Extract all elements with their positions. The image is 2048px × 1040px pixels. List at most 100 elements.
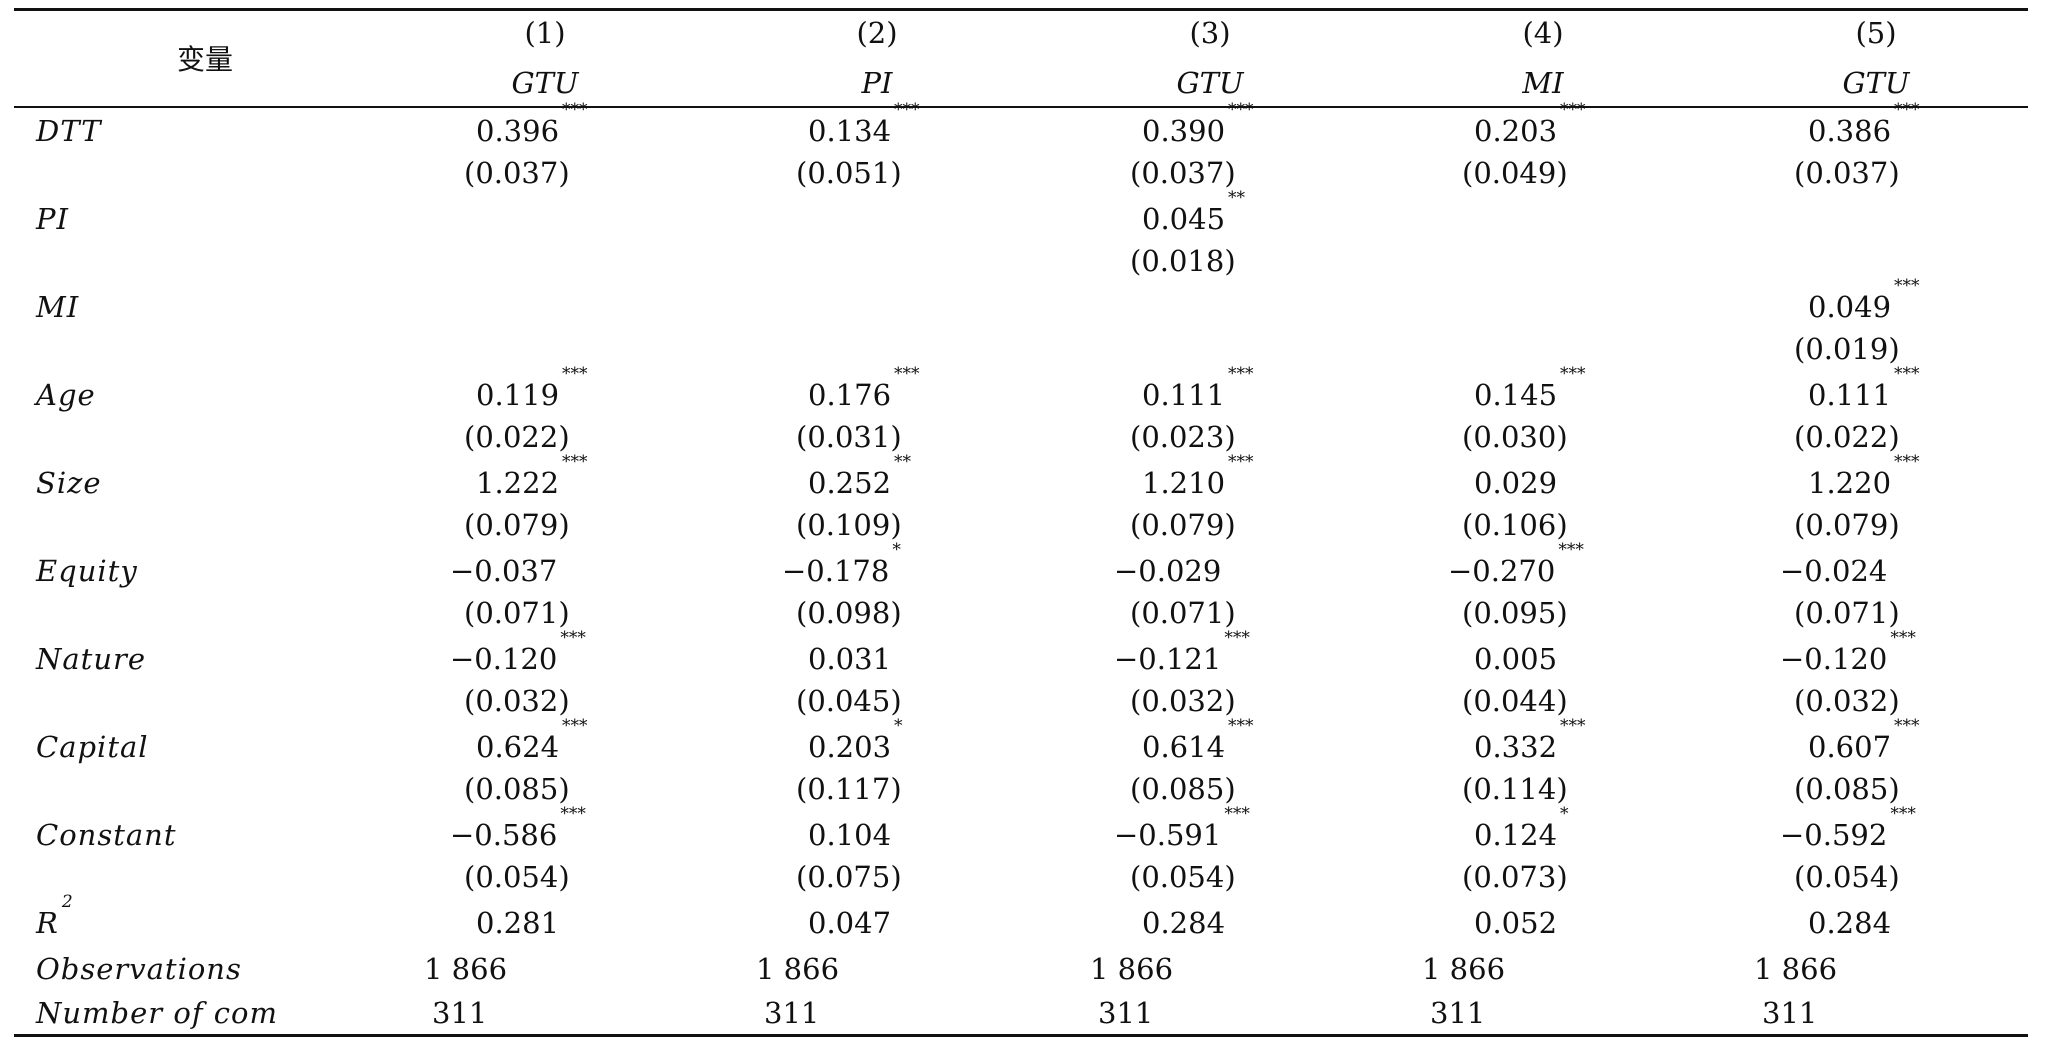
variable-label: PI <box>36 202 69 236</box>
significance-stars: *** <box>1894 276 1920 296</box>
coefficient-cell: −0.029 <box>1114 554 1221 588</box>
standard-error-cell: (0.085) <box>464 772 570 806</box>
coefficient-cell: 0.045** <box>1142 190 1245 237</box>
variable-label: DTT <box>36 114 102 148</box>
observations-value: 1 866 <box>756 952 840 986</box>
r-squared-value: 0.052 <box>1474 906 1558 940</box>
coefficient-value: −0.592 <box>1780 818 1888 852</box>
significance-stars: *** <box>1894 100 1920 120</box>
number-of-com-value: 311 <box>432 996 488 1030</box>
standard-error-cell: (0.109) <box>796 508 902 542</box>
r-squared-exponent: 2 <box>61 892 74 912</box>
coefficient-cell: −0.024 <box>1780 554 1887 588</box>
variable-label: Nature <box>36 642 147 676</box>
coefficient-cell: 0.049*** <box>1808 278 1920 325</box>
number-of-com-value: 311 <box>1762 996 1818 1030</box>
column-number-1: (1) <box>524 16 566 50</box>
coefficient-value: 0.390 <box>1142 114 1226 148</box>
coefficient-value: −0.120 <box>450 642 558 676</box>
significance-stars: *** <box>560 804 586 824</box>
significance-stars: *** <box>894 364 920 384</box>
coefficient-cell: 0.614*** <box>1142 718 1254 765</box>
coefficient-value: 0.049 <box>1808 290 1892 324</box>
coefficient-value: 0.614 <box>1142 730 1226 764</box>
coefficient-cell: 0.145*** <box>1474 366 1586 413</box>
significance-stars: *** <box>1228 100 1254 120</box>
standard-error-cell: (0.030) <box>1462 420 1568 454</box>
number-of-com-value: 311 <box>1098 996 1154 1030</box>
r-squared-value: 0.284 <box>1142 906 1226 940</box>
standard-error-cell: (0.032) <box>1130 684 1236 718</box>
standard-error-cell: (0.023) <box>1130 420 1236 454</box>
coefficient-cell: 0.390*** <box>1142 102 1254 149</box>
column-dependent-4: MI <box>1522 66 1564 100</box>
column-dependent-5: GTU <box>1842 66 1910 100</box>
standard-error-cell: (0.071) <box>1794 596 1900 630</box>
standard-error-cell: (0.049) <box>1462 156 1568 190</box>
standard-error-cell: (0.095) <box>1462 596 1568 630</box>
significance-stars: * <box>894 716 903 736</box>
coefficient-value: 0.111 <box>1808 378 1892 412</box>
coefficient-cell: 0.176*** <box>808 366 920 413</box>
r-squared-value: 0.281 <box>476 906 560 940</box>
standard-error-cell: (0.037) <box>1130 156 1236 190</box>
coefficient-value: 0.119 <box>476 378 560 412</box>
standard-error-cell: (0.098) <box>796 596 902 630</box>
standard-error-cell: (0.037) <box>1794 156 1900 190</box>
coefficient-value: 0.031 <box>808 642 892 676</box>
coefficient-cell: 0.111*** <box>1808 366 1920 413</box>
significance-stars: *** <box>1228 364 1254 384</box>
coefficient-value: −0.029 <box>1114 554 1222 588</box>
coefficient-value: 1.220 <box>1808 466 1892 500</box>
standard-error-cell: (0.051) <box>796 156 902 190</box>
observations-value: 1 866 <box>1754 952 1838 986</box>
coefficient-value: −0.591 <box>1114 818 1222 852</box>
coefficient-value: 0.045 <box>1142 202 1226 236</box>
significance-stars: *** <box>560 628 586 648</box>
variable-label: Size <box>36 466 102 500</box>
coefficient-cell: −0.592*** <box>1780 806 1916 853</box>
significance-stars: *** <box>562 100 588 120</box>
number-of-com-label: Number of com <box>36 996 278 1030</box>
column-number-4: (4) <box>1522 16 1564 50</box>
coefficient-cell: 0.386*** <box>1808 102 1920 149</box>
coefficient-cell: −0.037 <box>450 554 557 588</box>
standard-error-cell: (0.045) <box>796 684 902 718</box>
observations-label: Observations <box>36 952 242 986</box>
coefficient-cell: −0.591*** <box>1114 806 1250 853</box>
coefficient-value: 0.176 <box>808 378 892 412</box>
coefficient-value: −0.586 <box>450 818 558 852</box>
r-squared-label: R2 <box>36 894 74 941</box>
coefficient-cell: 1.210*** <box>1142 454 1254 501</box>
coefficient-cell: 0.203* <box>808 718 903 765</box>
coefficient-cell: 0.134*** <box>808 102 920 149</box>
variable-label: MI <box>36 290 80 324</box>
standard-error-cell: (0.075) <box>796 860 902 894</box>
bottom-rule <box>14 1034 2028 1037</box>
coefficient-cell: 0.005 <box>1474 642 1557 676</box>
coefficient-value: −0.024 <box>1780 554 1888 588</box>
r-squared-value: 0.047 <box>808 906 892 940</box>
variable-label: Constant <box>36 818 177 852</box>
coefficient-value: 0.111 <box>1142 378 1226 412</box>
column-dependent-1: GTU <box>511 66 579 100</box>
significance-stars: *** <box>1894 364 1920 384</box>
coefficient-value: 0.396 <box>476 114 560 148</box>
coefficient-cell: 0.332*** <box>1474 718 1586 765</box>
number-of-com-value: 311 <box>1430 996 1486 1030</box>
significance-stars: *** <box>1560 100 1586 120</box>
standard-error-cell: (0.054) <box>1794 860 1900 894</box>
standard-error-cell: (0.044) <box>1462 684 1568 718</box>
significance-stars: *** <box>1558 540 1584 560</box>
standard-error-cell: (0.022) <box>464 420 570 454</box>
significance-stars: *** <box>1228 452 1254 472</box>
coefficient-value: 0.624 <box>476 730 560 764</box>
standard-error-cell: (0.079) <box>1130 508 1236 542</box>
coefficient-cell: −0.120*** <box>450 630 586 677</box>
standard-error-cell: (0.019) <box>1794 332 1900 366</box>
coefficient-value: 0.124 <box>1474 818 1558 852</box>
coefficient-value: −0.121 <box>1114 642 1222 676</box>
coefficient-value: −0.270 <box>1448 554 1556 588</box>
coefficient-value: 0.005 <box>1474 642 1558 676</box>
significance-stars: *** <box>1560 716 1586 736</box>
